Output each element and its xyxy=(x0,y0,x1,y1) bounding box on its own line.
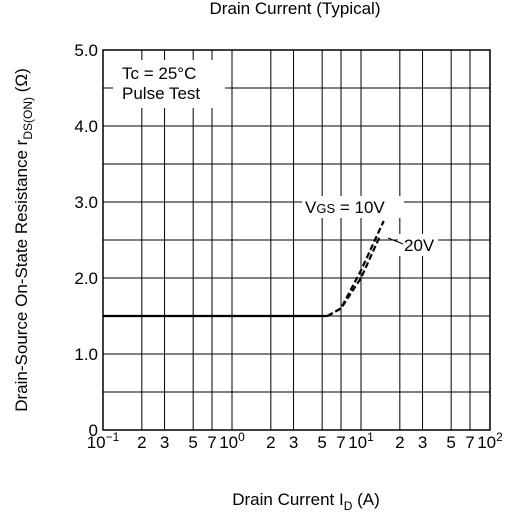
x-tick-label: 7 xyxy=(336,433,345,452)
x-tick-label: 101 xyxy=(348,430,374,452)
y-label-main: Drain-Source On-State Resistance r xyxy=(12,139,31,411)
x-tick-base: 10 xyxy=(219,433,238,452)
x-tick-label: 2 xyxy=(137,433,146,452)
label-pointer xyxy=(387,237,404,245)
x-tick-label: 3 xyxy=(160,433,169,452)
x-tick-base: 2 xyxy=(137,433,146,452)
x-label-main: Drain Current I xyxy=(232,490,343,509)
annotation: Pulse Test xyxy=(122,84,200,103)
x-tick-base: 7 xyxy=(336,433,345,452)
x-tick-base: 10 xyxy=(87,433,106,452)
series-label-sub: GS xyxy=(316,201,335,216)
series-label: 20V xyxy=(404,236,435,255)
y-tick-label: 5.0 xyxy=(74,41,98,60)
x-tick-base: 7 xyxy=(207,433,216,452)
y-tick-label: 1.0 xyxy=(74,345,98,364)
x-tick-base: 2 xyxy=(395,433,404,452)
x-tick-exponent: 0 xyxy=(238,430,245,444)
y-label-sub: DS(ON) xyxy=(21,97,35,140)
x-tick-base: 3 xyxy=(160,433,169,452)
x-tick-base: 3 xyxy=(418,433,427,452)
x-axis-label: Drain Current ID (A) xyxy=(232,490,380,513)
series-line xyxy=(326,235,381,317)
y-tick-label: 4.0 xyxy=(74,117,98,136)
x-tick-exponent: −1 xyxy=(106,430,120,444)
x-label-sub: D xyxy=(344,499,353,513)
series-label: VGS = 10V xyxy=(305,198,385,217)
x-tick-base: 7 xyxy=(465,433,474,452)
y-label-unit: (Ω) xyxy=(12,68,31,97)
x-tick-label: 7 xyxy=(207,433,216,452)
x-tick-exponent: 1 xyxy=(367,430,374,444)
label-bg xyxy=(398,234,438,256)
x-label-unit: (A) xyxy=(352,490,379,509)
series-line xyxy=(326,220,385,317)
x-tick-label: 3 xyxy=(289,433,298,452)
series-label-rest: = 10V xyxy=(335,198,385,217)
y-tick-label: 0 xyxy=(89,421,98,440)
annotation: Tc = 25°C xyxy=(122,64,196,83)
x-tick-base: 5 xyxy=(188,433,197,452)
x-tick-label: 10−1 xyxy=(87,430,120,452)
x-tick-base: 5 xyxy=(317,433,326,452)
y-tick-label: 2.0 xyxy=(74,269,98,288)
chart-title: Drain Current (Typical) xyxy=(210,0,381,18)
plot-frame xyxy=(102,49,491,431)
x-tick-label: 100 xyxy=(219,430,245,452)
x-tick-base: 2 xyxy=(266,433,275,452)
x-tick-label: 2 xyxy=(395,433,404,452)
x-tick-label: 2 xyxy=(266,433,275,452)
x-tick-label: 5 xyxy=(446,433,455,452)
x-tick-label: 7 xyxy=(465,433,474,452)
y-tick-label: 3.0 xyxy=(74,193,98,212)
x-tick-base: 3 xyxy=(289,433,298,452)
annotation-box xyxy=(113,60,225,108)
x-tick-base: 5 xyxy=(446,433,455,452)
y-axis-label: Drain-Source On-State Resistance rDS(ON)… xyxy=(12,68,35,412)
x-tick-exponent: 2 xyxy=(496,430,503,444)
x-tick-label: 5 xyxy=(317,433,326,452)
label-bg xyxy=(302,196,404,218)
x-tick-base: 10 xyxy=(348,433,367,452)
series-label-main: V xyxy=(305,198,317,217)
x-tick-label: 102 xyxy=(477,430,503,452)
x-tick-base: 10 xyxy=(477,433,496,452)
x-tick-label: 5 xyxy=(188,433,197,452)
x-tick-label: 3 xyxy=(418,433,427,452)
